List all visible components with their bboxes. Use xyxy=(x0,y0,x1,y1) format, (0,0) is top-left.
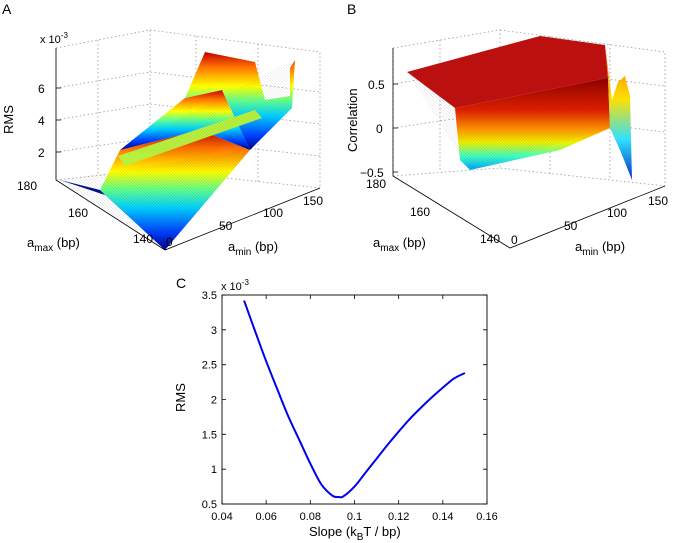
panel-b-xticks: 0 50 100 150 xyxy=(511,194,668,247)
x-tick-label: 0.16 xyxy=(476,511,497,523)
x-tick-label: 0.12 xyxy=(388,511,409,523)
panel-a-ylabel: amax (bp) xyxy=(27,235,80,254)
panel-b-letter: B xyxy=(347,1,356,17)
x-tick-label: 0.1 xyxy=(347,511,362,523)
y-tick-label: 3 xyxy=(211,325,217,337)
panel-b-ztick-label: 0.5 xyxy=(368,78,385,92)
panel-a-xtick-label: 150 xyxy=(303,194,323,208)
y-tick-label: 2 xyxy=(211,395,217,407)
panel-b-zlabel: Correlation xyxy=(345,88,360,152)
panel-a-letter: A xyxy=(2,1,12,17)
panel-b-ytick-label: 180 xyxy=(366,177,386,191)
panel-b-zticks: 0.5 0 −0.5 xyxy=(360,78,398,180)
panel-c-ylabel: RMS xyxy=(173,383,188,412)
panel-a-xtick-label: 0 xyxy=(166,235,173,249)
panel-a-exponent: x 10-3 xyxy=(40,31,68,46)
panel-b-ytick-label: 140 xyxy=(480,232,500,246)
panel-a-xticks: 0 50 100 150 xyxy=(166,194,323,249)
x-tick-label: 0.04 xyxy=(211,511,232,523)
y-tick-label: 2.5 xyxy=(202,360,217,372)
panel-c-xticks: 0.04 0.06 0.08 0.1 0.12 0.14 0.16 xyxy=(211,295,498,523)
x-tick-label: 0.14 xyxy=(432,511,453,523)
panel-a-surface xyxy=(60,52,295,250)
panel-b-ylabel: amax (bp) xyxy=(373,235,426,254)
panel-a-ztick-label: 4 xyxy=(38,114,45,128)
panel-a-xtick-label: 100 xyxy=(263,206,283,220)
panel-b-xtick-label: 150 xyxy=(648,194,668,208)
panel-b: B 0.5 0 −0.5 Correlation 0 50 100 150 18 xyxy=(345,1,668,258)
panel-a: A 2 4 6 x 10-3 RMS 0 xyxy=(1,1,323,258)
panel-c-xlabel: Slope (kBT / bp) xyxy=(309,524,401,543)
panel-b-surface xyxy=(407,36,632,180)
panel-c-letter: C xyxy=(176,275,186,291)
panel-b-ytick-label: 160 xyxy=(410,205,430,219)
panel-a-yticks: 180 160 140 xyxy=(17,179,153,246)
panel-c-plot-frame xyxy=(221,294,488,505)
panel-b-yticks: 180 160 140 xyxy=(366,177,500,246)
y-tick-label: 3.5 xyxy=(202,290,217,302)
x-tick-label: 0.06 xyxy=(255,511,276,523)
panel-a-xlabel: amin (bp) xyxy=(228,239,278,258)
panel-a-ytick-label: 180 xyxy=(17,179,37,193)
x-tick-label: 0.08 xyxy=(300,511,321,523)
panel-a-ytick-label: 140 xyxy=(133,232,153,246)
panel-c-yticks: 0.5 1 1.5 2 2.5 3 3.5 xyxy=(202,290,487,511)
panel-b-axes xyxy=(392,48,666,249)
y-tick-label: 0.5 xyxy=(202,499,217,511)
panel-a-axes xyxy=(55,48,321,251)
panel-a-zlabel: RMS xyxy=(1,105,16,134)
y-tick-label: 1 xyxy=(211,464,217,476)
panel-b-ztick-label: −0.5 xyxy=(360,166,384,180)
panel-a-ztick-label: 2 xyxy=(38,146,45,160)
panel-a-ytick-label: 160 xyxy=(68,206,88,220)
panel-c: C x 10-3 0.04 0.06 0.08 0.1 0.12 0.14 0.16 0.5… xyxy=(173,275,498,543)
panel-b-xlabel: amin (bp) xyxy=(575,239,625,258)
panel-b-xtick-label: 100 xyxy=(607,206,627,220)
panel-a-zticks: 2 4 6 xyxy=(38,82,61,160)
y-tick-label: 1.5 xyxy=(202,429,217,441)
panel-c-exponent: x 10-3 xyxy=(221,278,249,293)
rms-curve-line xyxy=(243,300,466,499)
panel-b-xtick-label: 50 xyxy=(564,219,578,233)
panel-b-xtick-label: 0 xyxy=(511,233,518,247)
panel-a-ztick-label: 6 xyxy=(38,82,45,96)
panel-a-xtick-label: 50 xyxy=(219,219,233,233)
panel-c-series xyxy=(243,300,466,499)
panel-b-ztick-label: 0 xyxy=(376,122,383,136)
